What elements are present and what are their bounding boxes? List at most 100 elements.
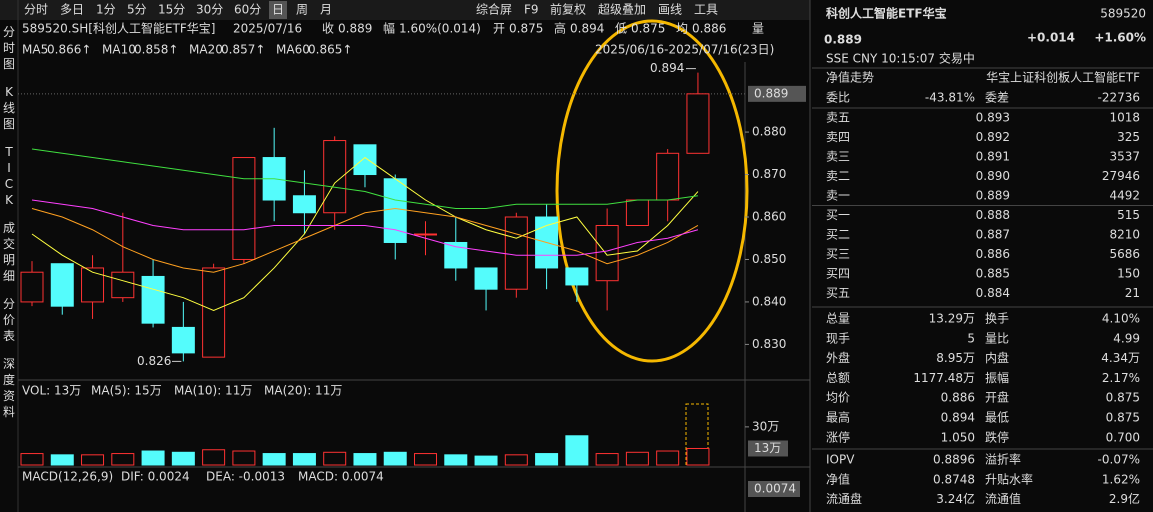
- side-tab[interactable]: K 线图: [3, 85, 15, 131]
- book-label: 买五: [826, 286, 850, 300]
- side-tab[interactable]: 深度资料: [3, 357, 15, 419]
- book-label: 买三: [826, 247, 850, 261]
- stat-value: -0.07%: [1098, 453, 1140, 467]
- volume-bar: [262, 453, 286, 466]
- book-price: 0.884: [976, 286, 1010, 300]
- stat-value: 13.29万: [929, 312, 975, 326]
- info-label: 开: [493, 22, 505, 36]
- tab[interactable]: 月: [320, 3, 332, 17]
- stock-code: 589520: [1100, 7, 1146, 21]
- stat-label: 换手: [985, 312, 1009, 326]
- price-box: [748, 85, 806, 102]
- tool[interactable]: 前复权: [550, 2, 586, 17]
- ma-label: MA10: [102, 43, 136, 57]
- volume-bar: [232, 450, 256, 466]
- tool[interactable]: 超级叠加: [598, 2, 646, 17]
- candle-body: [414, 233, 438, 236]
- change: +0.014: [1027, 31, 1075, 45]
- nav-label: 净值走势: [826, 70, 874, 85]
- ratio-value: -22736: [1097, 91, 1140, 105]
- side-tab[interactable]: 成交明细: [3, 221, 15, 283]
- macd-box: [748, 481, 800, 497]
- volume-bar: [81, 454, 105, 466]
- date-range: 2025/06/16-2025/07/16(23日): [595, 43, 774, 57]
- tab[interactable]: 分时: [24, 3, 48, 17]
- vol-legend: VOL: 13万: [22, 384, 81, 398]
- info-value: 0.886: [692, 22, 726, 36]
- side-tab[interactable]: 分价表: [3, 297, 15, 343]
- tab[interactable]: 60分: [234, 3, 261, 17]
- ma-line: [31, 156, 699, 311]
- macd-legend: DIF: 0.0024: [121, 470, 190, 484]
- y-tick-label: 0.870: [752, 167, 786, 181]
- stat-value: 0.8896: [933, 453, 975, 467]
- info-value: 0.894: [570, 22, 604, 36]
- tab[interactable]: 1分: [96, 3, 116, 17]
- book-price: 0.887: [976, 228, 1010, 242]
- stat-value: 8.95万: [936, 351, 975, 365]
- candle-body: [656, 152, 680, 201]
- stat-label: 现手: [826, 331, 850, 345]
- ma-line: [31, 199, 699, 256]
- ma-label: MA5: [22, 43, 48, 57]
- tool[interactable]: 画线: [658, 3, 682, 17]
- volume-bar: [656, 450, 680, 466]
- macd-legend: MACD: 0.0074: [298, 470, 384, 484]
- nav-name: 华宝上证科创板人工智能ETF: [986, 70, 1140, 85]
- info-label: 低: [615, 22, 627, 36]
- volume-bar: [414, 453, 438, 466]
- stat-value: 2.9亿: [1109, 491, 1140, 506]
- side-tab[interactable]: 分时图: [3, 25, 15, 71]
- y-tick-label: 0.840: [752, 294, 786, 308]
- tab[interactable]: 5分: [127, 3, 147, 17]
- candle-body: [686, 93, 710, 154]
- volume-bar: [444, 454, 468, 466]
- tab[interactable]: 周: [296, 3, 308, 17]
- book-volume: 21: [1125, 286, 1140, 300]
- volume-bar: [171, 451, 195, 466]
- candle-body: [383, 178, 407, 243]
- tab[interactable]: 30分: [196, 3, 223, 17]
- stat-value: 4.10%: [1102, 312, 1140, 326]
- stat-label: IOPV: [826, 453, 855, 467]
- tab[interactable]: 多日: [60, 3, 84, 17]
- tool[interactable]: 工具: [694, 3, 718, 17]
- stat-label: 开盘: [985, 390, 1009, 405]
- book-label: 买四: [826, 267, 850, 281]
- stock-code: 589520.SH[科创人工智能ETF华宝]: [22, 21, 215, 36]
- vol-box: [748, 440, 788, 457]
- candle-body: [474, 267, 498, 290]
- ma-line: [31, 148, 699, 210]
- macd-legend: MACD(12,26,9): [22, 470, 113, 484]
- candle-body: [323, 140, 347, 214]
- volume-bar: [50, 454, 74, 466]
- stat-value: 0.886: [941, 391, 975, 405]
- stat-label: 最高: [826, 410, 850, 425]
- book-price: 0.892: [976, 130, 1010, 144]
- tab[interactable]: 15分: [158, 3, 185, 17]
- tab[interactable]: 日: [272, 3, 284, 17]
- candle-body: [81, 267, 105, 303]
- stat-label: 外盘: [826, 350, 850, 365]
- book-label: 卖一: [826, 189, 850, 203]
- volume-bar: [565, 435, 589, 466]
- candle-body: [50, 263, 74, 307]
- tool[interactable]: F9: [524, 3, 539, 17]
- stat-label: 总量: [826, 312, 850, 326]
- highlight-ellipse: [555, 19, 749, 363]
- toolbar-bg: [0, 0, 810, 20]
- book-label: 卖五: [826, 111, 850, 125]
- stat-value: 0.875: [1106, 391, 1140, 405]
- ratio-label: 委比: [826, 91, 850, 105]
- book-price: 0.891: [976, 150, 1010, 164]
- candle-body: [353, 144, 377, 176]
- info-value: 0.889: [338, 22, 372, 36]
- volume-bar: [141, 450, 165, 466]
- y-tick-label: 0.830: [752, 337, 786, 351]
- tool[interactable]: 综合屏: [476, 2, 512, 17]
- macd-last: 0.0074: [754, 482, 796, 496]
- book-volume: 515: [1117, 208, 1140, 222]
- stat-label: 升贴水率: [985, 471, 1033, 486]
- stat-value: 0.8748: [933, 472, 975, 486]
